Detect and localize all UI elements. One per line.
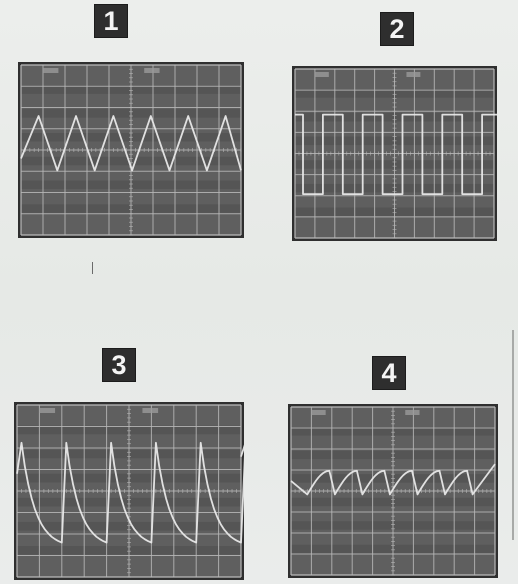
stray-mark (92, 262, 93, 274)
panel-label-2: 2 (380, 12, 414, 46)
screen-marker (144, 68, 160, 73)
waveform-trace-1 (20, 115, 242, 172)
screen-marker (314, 72, 329, 77)
panel-label-1: 1 (94, 4, 128, 38)
screen-marker (39, 408, 56, 413)
oscilloscope-screen-1 (18, 62, 244, 238)
oscilloscope-screen-3-svg (14, 402, 244, 580)
waveform-trace-4 (290, 463, 496, 496)
oscilloscope-screen-2 (292, 66, 497, 241)
oscilloscope-screen-1-svg (18, 62, 244, 238)
panel-label-3: 3 (102, 348, 136, 382)
oscilloscope-screen-4 (288, 404, 498, 578)
screen-marker (142, 408, 159, 413)
screen-marker (43, 68, 59, 73)
screen-marker (311, 410, 326, 415)
oscilloscope-screen-2-svg (292, 66, 497, 241)
oscilloscope-screen-4-svg (288, 404, 498, 578)
edge-mark (512, 330, 514, 540)
waveform-trace-3 (16, 441, 244, 544)
screen-marker (406, 72, 421, 77)
screen-marker (405, 410, 420, 415)
oscilloscope-screen-3 (14, 402, 244, 580)
panel-label-4: 4 (372, 356, 406, 390)
waveform-trace-2 (295, 113, 497, 196)
